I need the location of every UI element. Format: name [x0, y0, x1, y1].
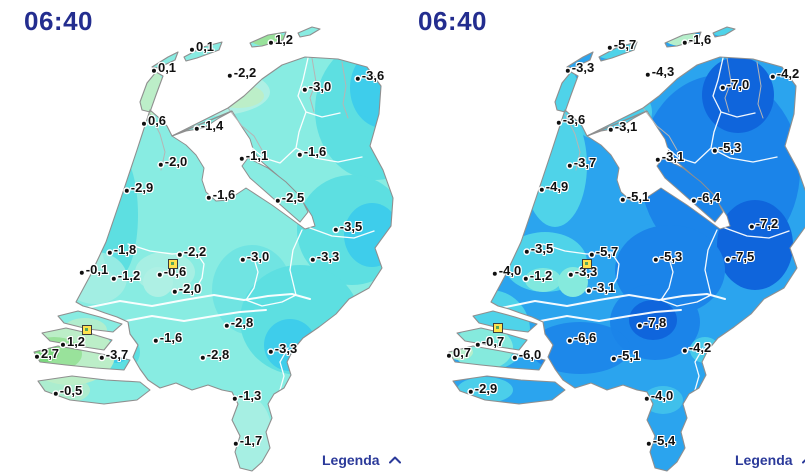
chevron-up-icon	[388, 456, 401, 464]
map-time-right: 06:40	[418, 6, 487, 36]
chevron-up-icon	[801, 458, 805, 464]
temperature-zones-left	[34, 27, 393, 471]
afsluitdijk	[586, 110, 648, 137]
temperature-map-right	[448, 26, 805, 472]
legend-toggle-left[interactable]: Legenda	[322, 452, 401, 468]
legend-label: Legenda	[735, 452, 793, 468]
afsluitdijk	[171, 110, 233, 137]
legend-toggle-right[interactable]: Legenda	[735, 452, 805, 468]
temperature-zones-right	[449, 27, 805, 471]
legend-label: Legenda	[322, 452, 380, 468]
temperature-map-left	[33, 26, 394, 472]
map-time-left: 06:40	[24, 6, 93, 36]
